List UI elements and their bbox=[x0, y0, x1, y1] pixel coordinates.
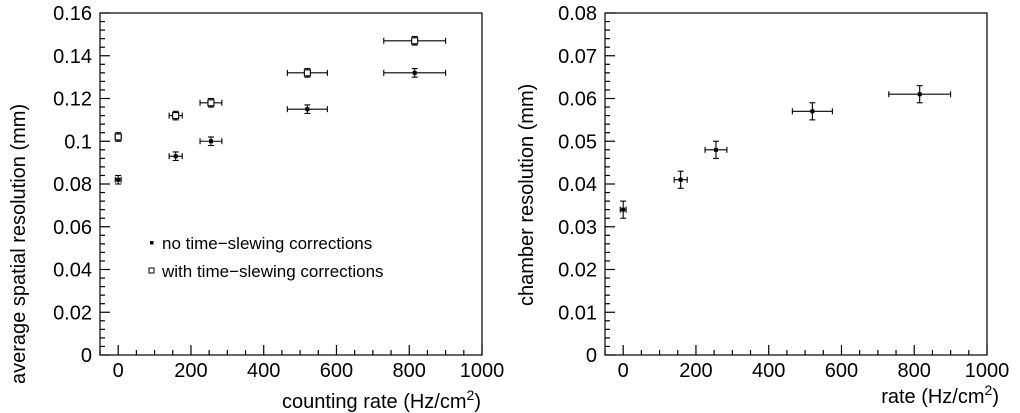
x-tick-label: 800 bbox=[898, 360, 931, 382]
x-tick-labels-left: 0 200 400 600 800 1000 bbox=[113, 360, 505, 382]
y-tick-labels-right: 0 0.01 0.02 0.03 0.04 0.05 0.06 0.07 0.08 bbox=[558, 3, 597, 367]
legend-marker-filled bbox=[150, 241, 154, 245]
y-tick-label: 0.02 bbox=[53, 302, 92, 324]
data-point-open bbox=[172, 112, 180, 120]
y-tick-label: 0.1 bbox=[64, 131, 92, 153]
y-tick-label: 0.04 bbox=[558, 174, 597, 196]
x-axis-title-end: ) bbox=[992, 386, 999, 408]
y-tick-label: 0 bbox=[586, 345, 597, 367]
legend-label-no-corrections: no time−slewing corrections bbox=[162, 234, 372, 253]
data-point-filled bbox=[621, 207, 626, 212]
axis-ticks-right bbox=[604, 12, 988, 356]
x-tick-label: 600 bbox=[320, 360, 353, 382]
y-tick-label: 0.06 bbox=[558, 89, 597, 111]
y-tick-label: 0.01 bbox=[558, 302, 597, 324]
legend-marker-open bbox=[148, 267, 155, 274]
y-tick-label: 0.03 bbox=[558, 217, 597, 239]
data-point-filled bbox=[678, 177, 683, 182]
data-point-open bbox=[303, 69, 311, 77]
data-point-open bbox=[207, 99, 215, 107]
x-axis-title-sup: 2 bbox=[467, 387, 475, 403]
y-axis-title-left: average spatial resolution (mm) bbox=[8, 104, 30, 384]
x-tick-label: 0 bbox=[113, 360, 124, 382]
x-axis-title-left: counting rate (Hz/cm2) bbox=[282, 387, 481, 413]
x-axis-title-main: counting rate (Hz/cm bbox=[282, 391, 467, 413]
y-tick-label: 0.04 bbox=[53, 260, 92, 282]
x-tick-labels-right: 0 200 400 600 800 1000 bbox=[618, 360, 1010, 382]
chart-left: 0 0.02 0.04 0.06 0.08 0.1 0.12 0.14 0.16 0 200 400… bbox=[8, 3, 504, 413]
y-tick-label: 0.06 bbox=[53, 217, 92, 239]
y-tick-label: 0.08 bbox=[558, 3, 597, 25]
y-tick-label: 0 bbox=[81, 345, 92, 367]
data-point-open bbox=[411, 37, 419, 45]
x-tick-label: 1000 bbox=[460, 360, 505, 382]
data-point-filled bbox=[208, 139, 213, 144]
y-tick-label: 0.14 bbox=[53, 46, 92, 68]
plot-frame-right bbox=[604, 12, 988, 356]
y-axis-title-right: chamber resolution (mm) bbox=[516, 84, 538, 306]
y-tick-label: 0.07 bbox=[558, 46, 597, 68]
legend-label-with-corrections: with time−slewing corrections bbox=[161, 262, 384, 281]
x-tick-label: 400 bbox=[752, 360, 785, 382]
x-tick-label: 200 bbox=[174, 360, 207, 382]
plot-frame-left bbox=[99, 12, 483, 356]
x-axis-title-end: ) bbox=[474, 391, 481, 413]
x-axis-title-main: rate (Hz/cm bbox=[881, 386, 984, 408]
x-tick-label: 800 bbox=[393, 360, 426, 382]
data-point-filled bbox=[173, 154, 178, 159]
y-tick-label: 0.16 bbox=[53, 3, 92, 25]
chart-right: 0 0.01 0.02 0.03 0.04 0.05 0.06 0.07 0.08 0 200 40… bbox=[516, 3, 1009, 408]
data-points-left bbox=[114, 35, 447, 185]
data-point-filled bbox=[713, 147, 718, 152]
x-tick-label: 0 bbox=[618, 360, 629, 382]
data-point-filled bbox=[116, 177, 121, 182]
y-tick-label: 0.05 bbox=[558, 131, 597, 153]
x-tick-label: 400 bbox=[247, 360, 280, 382]
data-point-filled bbox=[305, 107, 310, 112]
data-point-open bbox=[114, 133, 122, 141]
x-tick-label: 600 bbox=[825, 360, 858, 382]
data-points-right bbox=[619, 85, 952, 219]
x-tick-label: 200 bbox=[679, 360, 712, 382]
y-tick-label: 0.02 bbox=[558, 260, 597, 282]
y-tick-label: 0.12 bbox=[53, 89, 92, 111]
legend: no time−slewing corrections with time−sl… bbox=[148, 234, 384, 281]
y-tick-labels-left: 0 0.02 0.04 0.06 0.08 0.1 0.12 0.14 0.16 bbox=[53, 3, 92, 367]
data-point-filled bbox=[810, 109, 815, 114]
x-axis-title-sup: 2 bbox=[985, 382, 993, 398]
data-point-filled bbox=[412, 70, 417, 75]
data-point-filled bbox=[917, 92, 922, 97]
x-tick-label: 1000 bbox=[965, 360, 1010, 382]
x-axis-title-right: rate (Hz/cm2) bbox=[881, 382, 999, 408]
y-tick-label: 0.08 bbox=[53, 174, 92, 196]
axis-ticks-left bbox=[99, 12, 483, 356]
